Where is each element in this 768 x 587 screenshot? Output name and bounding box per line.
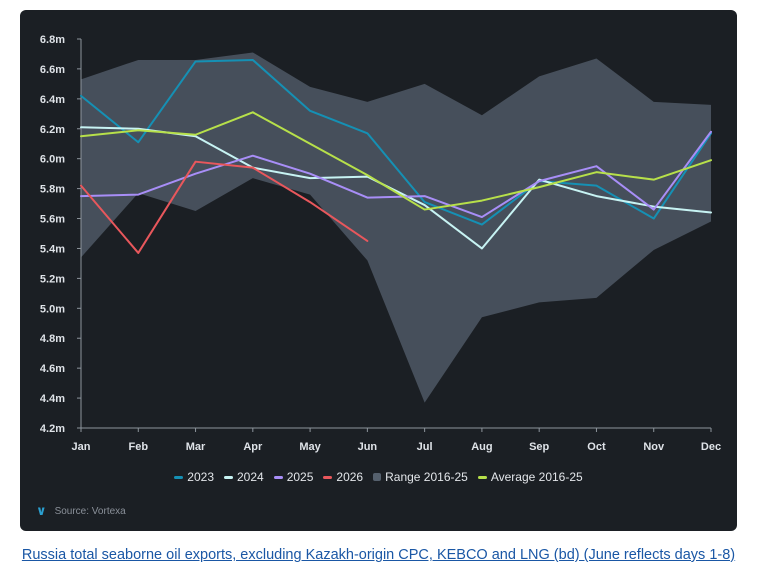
source-credit: ∨ Source: Vortexa <box>36 503 126 519</box>
x-tick-label: Jan <box>72 441 91 453</box>
y-tick-label: 5.2m <box>40 273 65 285</box>
chart-legend: 2023 2024 2025 2026 Range 2016-25 Average 201… <box>20 470 737 484</box>
legend-swatch <box>323 475 333 479</box>
legend-swatch <box>373 473 382 481</box>
legend-item-average-2016-25[interactable]: Average 2016-25 <box>477 470 583 484</box>
x-tick-label: Oct <box>587 441 606 453</box>
legend-label: 2024 <box>237 470 264 484</box>
y-tick-label: 6.4m <box>40 94 65 106</box>
chart-card: 4.2m 4.4m 4.6m 4.8m 5.0m 5.2m 5.4m 5.6m 5.8m 6.0m… <box>20 10 737 531</box>
y-tick-label: 5.0m <box>40 303 65 315</box>
y-tick-label: 5.8m <box>40 184 65 196</box>
y-tick-label: 4.6m <box>40 363 65 375</box>
legend-item-2024[interactable]: 2024 <box>224 470 264 484</box>
legend-swatch <box>477 475 487 479</box>
y-tick-label: 4.2m <box>40 423 65 435</box>
x-tick-label: Jul <box>417 441 433 453</box>
chart-caption-link[interactable]: Russia total seaborne oil exports, exclu… <box>21 547 736 563</box>
x-tick-label: Feb <box>128 441 148 453</box>
y-tick-label: 6.0m <box>40 154 65 166</box>
source-text: Source: Vortexa <box>54 505 126 517</box>
x-tick-label: Sep <box>529 441 549 453</box>
x-tick-label: May <box>299 441 321 453</box>
chart-plot: 4.2m 4.4m 4.6m 4.8m 5.0m 5.2m 5.4m 5.6m 5.8m 6.0m… <box>40 34 721 453</box>
vortexa-logo-icon: ∨ <box>36 503 47 518</box>
y-tick-label: 5.6m <box>40 214 65 226</box>
legend-label: Average 2016-25 <box>490 470 583 484</box>
y-tick-label: 5.4m <box>40 243 65 255</box>
legend-label: 2025 <box>286 470 314 484</box>
y-tick-label: 6.8m <box>40 34 65 46</box>
x-tick-label: Jun <box>358 441 378 453</box>
x-tick-label: Aug <box>471 441 492 453</box>
legend-label: 2023 <box>187 470 214 484</box>
legend-swatch <box>273 475 283 479</box>
y-tick-label: 4.8m <box>40 333 65 345</box>
legend-item-2026[interactable]: 2026 <box>323 470 363 484</box>
legend-item-range-2016-25[interactable]: Range 2016-25 <box>373 470 468 484</box>
x-tick-label: Apr <box>243 441 263 453</box>
y-tick-label: 6.6m <box>40 64 65 76</box>
legend-item-2023[interactable]: 2023 <box>174 470 214 484</box>
series-line-2023 <box>80 58 712 226</box>
series-line-2026 <box>80 160 369 254</box>
legend-label: 2026 <box>336 470 364 484</box>
range-band <box>81 52 711 403</box>
legend-swatch <box>224 475 233 479</box>
y-tick-label: 6.2m <box>40 124 65 136</box>
legend-item-2025[interactable]: 2025 <box>273 470 314 484</box>
y-tick-label: 4.4m <box>40 393 65 405</box>
x-tick-label: Nov <box>643 441 665 453</box>
x-tick-label: Mar <box>186 441 206 453</box>
x-tick-label: Dec <box>701 441 721 453</box>
legend-swatch <box>174 475 184 479</box>
legend-label: Range 2016-25 <box>385 470 468 484</box>
series-line-average-2016-25 <box>80 111 712 211</box>
